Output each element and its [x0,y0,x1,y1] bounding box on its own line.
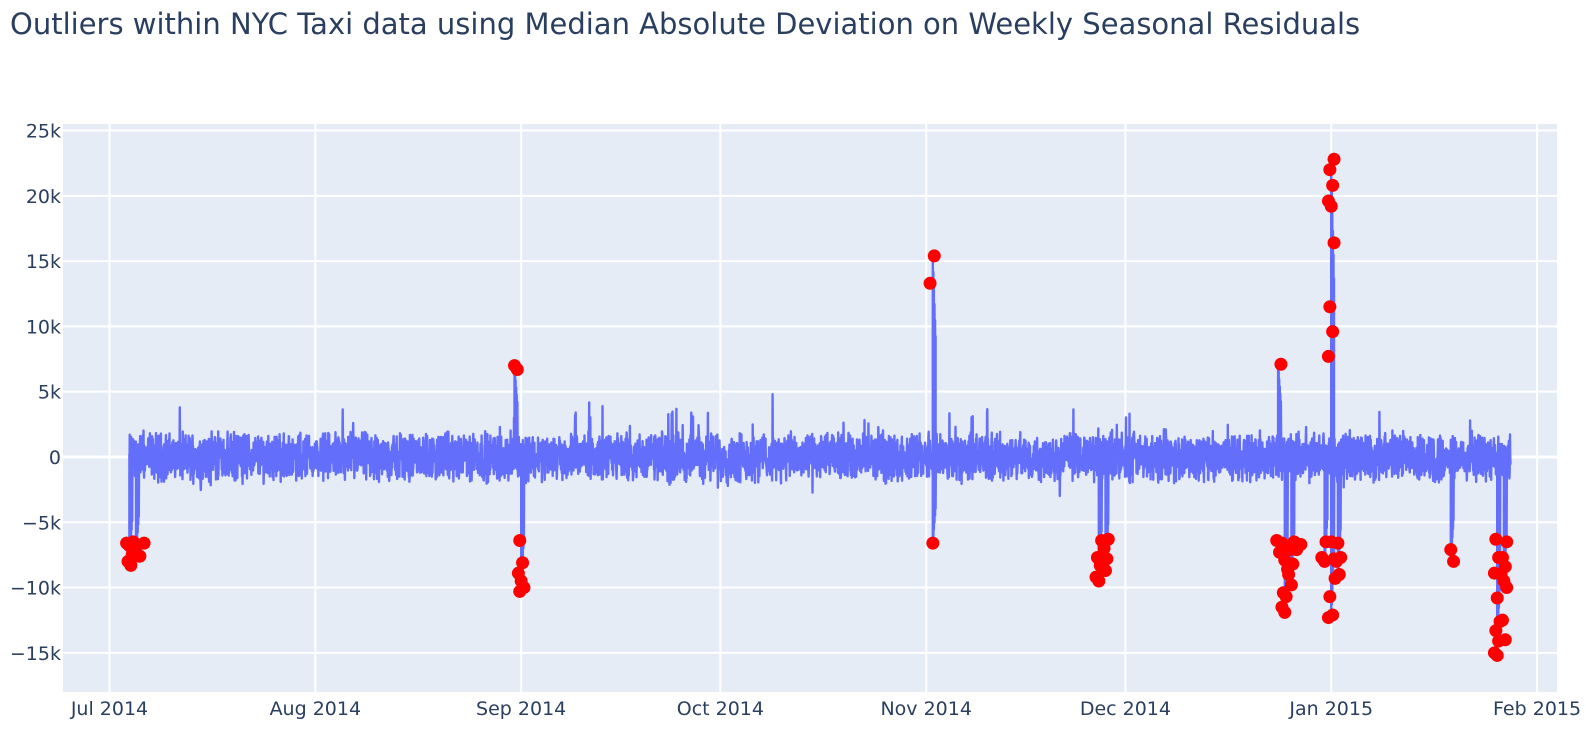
outlier-point [510,362,524,376]
outlier-point [927,249,941,263]
outlier-point [513,534,527,548]
outlier-point [1282,567,1296,581]
outlier-point [513,584,527,598]
outlier-point [1323,300,1337,314]
outlier-point [1490,591,1504,605]
x-tick-label: Dec 2014 [1080,698,1171,720]
outlier-series [120,152,1514,662]
outlier-point [1490,648,1504,662]
outlier-point [516,556,530,570]
y-tick-label: 0 [49,447,61,469]
outlier-point [1500,535,1514,549]
outlier-point [1324,199,1338,213]
outlier-point [1500,581,1514,595]
x-axis: Jul 2014 Aug 2014 Sep 2014 Oct 2014 Nov 2014… [70,698,1581,720]
outlier-point [1284,578,1298,592]
outlier-point [1098,564,1112,578]
outlier-point [1326,325,1340,339]
x-tick-label: Oct 2014 [677,698,764,720]
outlier-point [1444,543,1458,557]
outlier-point [1274,357,1288,371]
outlier-point [1498,633,1512,647]
outlier-point [133,549,147,563]
outlier-point [1327,236,1341,250]
outlier-point [1278,605,1292,619]
outlier-point [124,558,138,572]
x-tick-label: Jul 2014 [70,698,148,720]
y-tick-label: 5k [38,382,61,404]
y-tick-label: −15k [10,643,61,665]
x-tick-label: Jan 2015 [1288,698,1373,720]
outlier-point [1279,590,1293,604]
outlier-point [1495,613,1509,627]
outlier-point [1329,554,1343,568]
outlier-point [1489,532,1503,546]
plot-area [63,124,1557,692]
outlier-point [1327,152,1341,166]
x-tick-label: Aug 2014 [270,698,362,720]
y-tick-label: −10k [10,578,61,600]
outlier-point [1290,543,1304,557]
residual-series [128,158,1512,657]
y-tick-label: 25k [26,121,61,143]
outlier-point [923,276,937,290]
outlier-point [1321,349,1335,363]
outlier-point [1323,590,1337,604]
outlier-point [1323,163,1337,177]
y-tick-label: 15k [26,251,61,273]
outlier-point [1321,611,1335,625]
outlier-point [926,536,940,550]
y-tick-label: −5k [22,512,61,534]
outlier-point [1097,541,1111,555]
outlier-point [1489,624,1503,638]
outlier-point [1331,536,1345,550]
outlier-point [1286,557,1300,571]
outlier-point [1092,574,1106,588]
outlier-point [1328,571,1342,585]
x-tick-label: Feb 2015 [1493,698,1581,720]
y-axis: −15k −10k −5k 0 5k 10k 15k 20k 25k [10,121,61,665]
y-tick-label: 10k [26,316,61,338]
outlier-point [1447,554,1461,568]
outlier-point [137,536,151,550]
x-tick-label: Sep 2014 [476,698,566,720]
y-tick-label: 20k [26,186,61,208]
chart-title: Outliers within NYC Taxi data using Medi… [10,7,1361,41]
outlier-point [1326,178,1340,192]
x-tick-label: Nov 2014 [880,698,971,720]
residual-line [128,158,1512,657]
